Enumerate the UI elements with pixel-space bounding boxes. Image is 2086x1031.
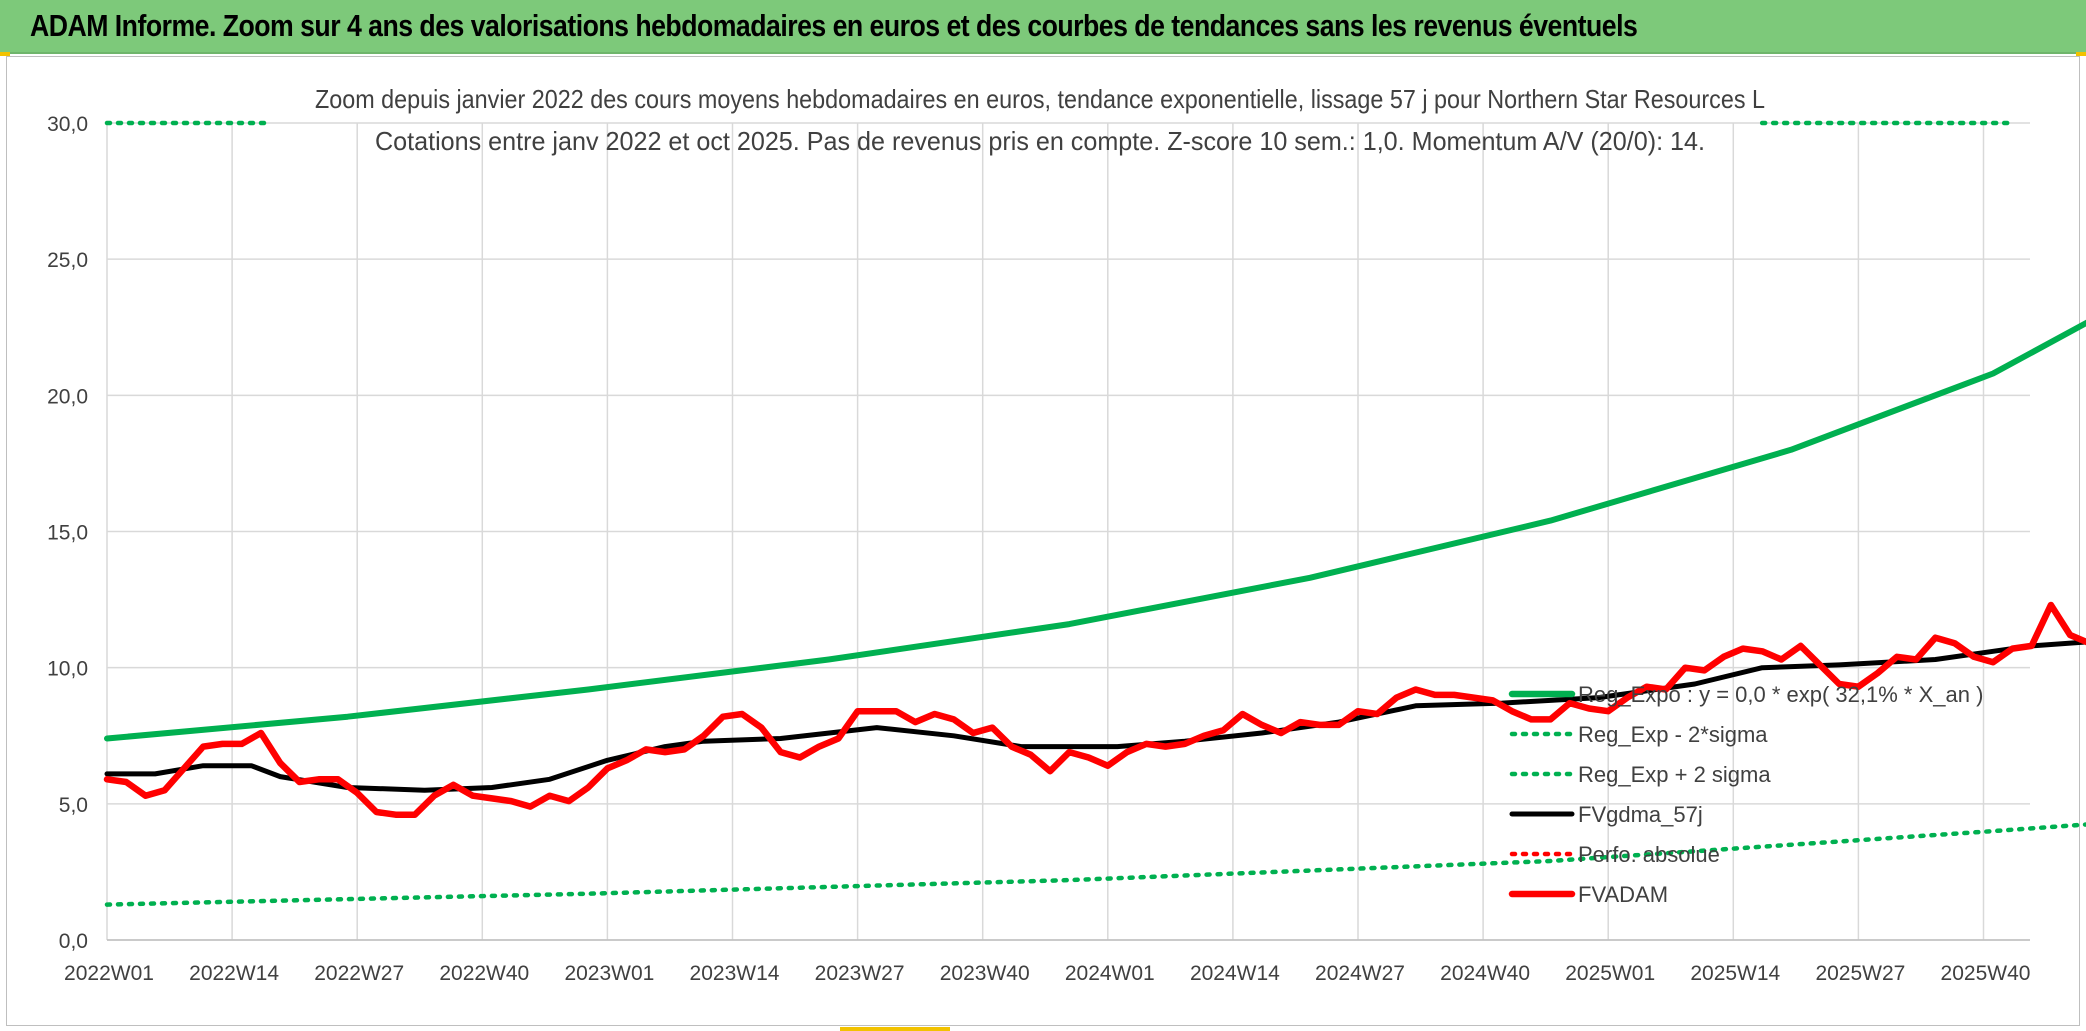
x-tick-label: 2025W01 — [1565, 962, 1655, 985]
x-tick-label: 2024W27 — [1315, 962, 1405, 985]
x-tick-label: 2022W40 — [439, 962, 529, 985]
x-tick-label: 2023W40 — [940, 962, 1030, 985]
y-tick-label: 25,0 — [47, 249, 88, 272]
x-tick-label: 2024W14 — [1190, 962, 1280, 985]
series-line-reg-expo — [104, 319, 2086, 742]
report-header: ADAM Informe. Zoom sur 4 ans des valoris… — [0, 0, 2086, 54]
legend-label: Reg_Exp + 2 sigma — [1578, 762, 1771, 787]
y-tick-label: 0,0 — [59, 930, 88, 953]
x-tick-label: 2022W01 — [64, 962, 154, 985]
series-layer — [103, 120, 2086, 907]
bottom-accent — [840, 1027, 950, 1031]
y-tick-label: 5,0 — [59, 794, 88, 817]
x-tick-label: 2022W27 — [314, 962, 404, 985]
report-title: ADAM Informe. Zoom sur 4 ans des valoris… — [30, 8, 1638, 43]
series-line-reg-exp-minus-2-sigma — [104, 822, 2086, 907]
chart-legend: Reg_Expo : y = 0,0 * exp( 32,1% * X_an )… — [1508, 682, 1983, 907]
legend-label: Perfo. absolue — [1578, 842, 1720, 867]
x-tick-label: 2025W40 — [1941, 962, 2031, 985]
corner-accent-left — [0, 52, 10, 56]
legend-label: FVgdma_57j — [1578, 802, 1703, 827]
y-tick-label: 30,0 — [47, 113, 88, 136]
x-tick-label: 2023W14 — [690, 962, 780, 985]
chart-title: Zoom depuis janvier 2022 des cours moyen… — [315, 84, 1765, 114]
series-line-fvadam — [103, 601, 2086, 818]
legend-label: Reg_Expo : y = 0,0 * exp( 32,1% * X_an ) — [1578, 682, 1983, 707]
x-tick-label: 2024W40 — [1440, 962, 1530, 985]
y-tick-label: 20,0 — [47, 385, 88, 408]
x-tick-label: 2022W14 — [189, 962, 279, 985]
chart-subtitle: Cotations entre janv 2022 et oct 2025. P… — [375, 126, 1705, 156]
y-tick-label: 15,0 — [47, 522, 88, 545]
chart-frame — [6, 56, 2080, 1026]
corner-accent-right — [2076, 52, 2086, 56]
x-tick-label: 2025W27 — [1815, 962, 1905, 985]
x-axis-ticks: 2022W01 2022W14 2022W27 2022W40 2023W01 2023W… — [64, 962, 2030, 985]
x-tick-label: 2023W27 — [815, 962, 905, 985]
x-tick-label: 2025W14 — [1690, 962, 1780, 985]
grid-lines — [106, 122, 2030, 941]
legend-label: FVADAM — [1578, 882, 1668, 907]
legend-label: Reg_Exp - 2*sigma — [1578, 722, 1768, 747]
x-tick-label: 2024W01 — [1065, 962, 1155, 985]
y-tick-label: 10,0 — [47, 658, 88, 681]
x-tick-label: 2023W01 — [564, 962, 654, 985]
y-axis-ticks: 0,0 5,0 10,0 15,0 20,0 25,0 30,0 — [47, 113, 88, 953]
